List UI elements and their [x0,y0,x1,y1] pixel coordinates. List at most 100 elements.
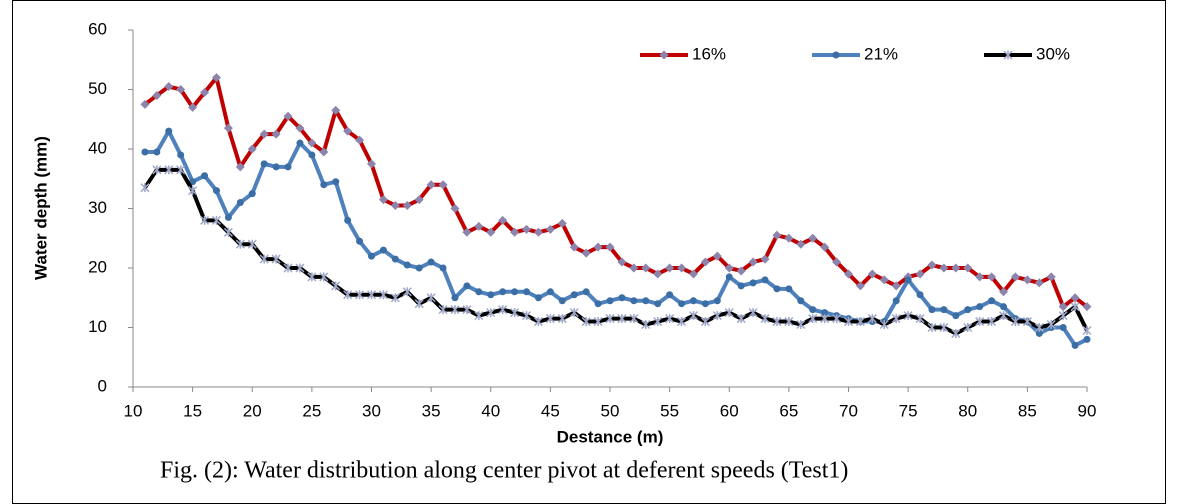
x-tick-label: 80 [958,401,977,420]
marker [235,239,245,249]
marker [545,224,555,234]
marker [475,288,483,296]
marker [951,328,961,338]
x-tick-label: 50 [601,401,620,420]
marker [486,227,496,237]
marker [987,272,997,282]
y-tick-label: 30 [88,198,107,217]
marker [964,306,972,314]
marker [843,317,854,327]
marker [402,287,412,297]
marker [630,297,638,305]
x-tick-label: 55 [660,401,679,420]
marker [379,246,387,254]
marker [951,263,961,273]
marker [260,160,268,168]
marker [927,322,937,333]
marker [1059,324,1067,331]
legend-label: 30% [1036,44,1070,63]
marker [498,305,508,315]
marker [677,263,687,273]
marker [605,314,615,324]
marker [307,138,317,148]
x-tick-label: 85 [1018,401,1037,420]
marker [295,263,305,273]
marker [653,269,663,279]
marker [844,269,853,279]
marker [916,291,924,299]
marker [785,285,793,293]
marker [760,314,770,324]
series-line [144,129,1088,348]
marker [474,221,484,231]
marker [629,314,639,324]
marker [344,216,352,224]
marker [940,306,948,314]
marker [677,317,687,327]
marker [1022,275,1032,285]
marker [331,105,341,115]
marker [1082,325,1092,336]
y-tick-label: 60 [88,19,107,38]
marker [511,288,519,296]
marker [319,147,329,157]
marker [688,311,699,321]
marker [772,230,782,240]
marker [796,239,806,249]
marker [211,73,221,83]
marker [581,248,591,258]
marker [988,297,996,305]
x-tick-label: 45 [541,401,560,420]
marker [1070,302,1080,312]
marker [891,281,901,291]
marker [808,233,818,243]
marker [189,178,197,186]
marker [320,181,328,189]
marker [1035,329,1043,337]
marker [892,297,900,305]
y-tick-label: 40 [88,138,107,157]
marker [557,218,567,228]
marker [915,269,925,279]
marker [140,99,150,109]
marker [367,159,376,169]
marker [594,300,602,308]
marker [1034,322,1044,333]
marker [832,314,842,324]
marker [332,178,340,186]
x-tick-label: 35 [422,401,441,420]
marker [784,317,794,327]
marker [987,317,997,327]
marker [725,273,733,281]
marker [247,144,257,154]
marker [867,269,877,279]
marker [975,272,985,282]
marker [283,111,293,121]
marker [724,308,734,318]
x-tick-label: 90 [1078,401,1097,420]
marker [450,204,460,213]
marker [402,201,412,211]
marker [272,163,280,171]
marker [343,290,353,300]
legend-label: 21% [864,44,898,63]
marker [712,311,722,321]
marker [712,251,722,261]
marker [963,263,973,273]
marker [1071,341,1079,349]
marker [522,224,532,234]
caption: Fig. (2): Water distribution along cente… [160,458,848,484]
marker [1010,317,1020,327]
y-tick-label: 0 [98,376,107,395]
marker [140,183,150,193]
marker [271,129,281,139]
marker [427,258,435,266]
marker [582,288,590,296]
marker [414,195,424,205]
marker [558,297,566,305]
y-tick-label: 20 [88,257,107,276]
marker [581,317,591,327]
marker [952,312,960,320]
legend-label: 16% [692,44,726,63]
marker [141,148,149,156]
